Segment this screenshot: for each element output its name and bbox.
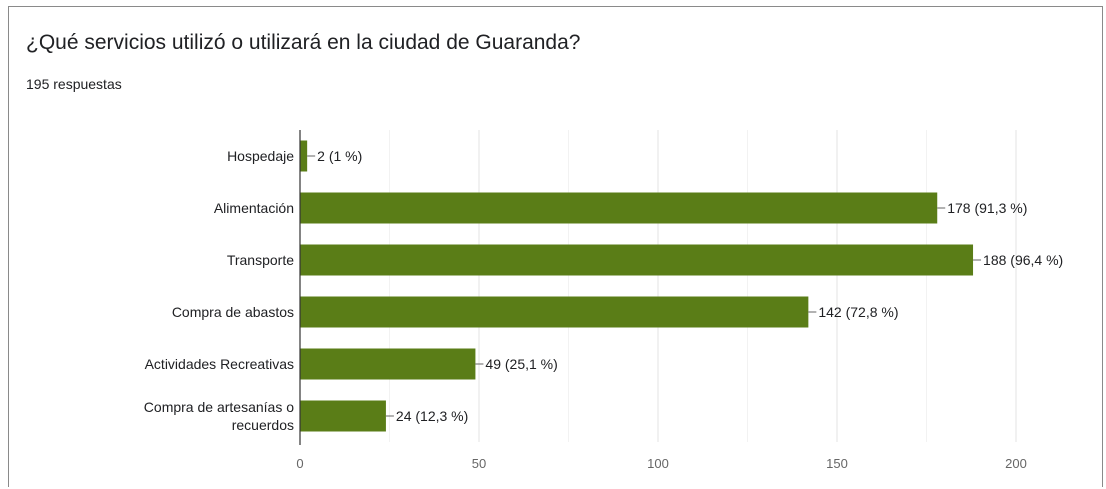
x-tick-label: 0 <box>296 456 303 471</box>
bar <box>300 140 308 172</box>
category-label: Alimentación <box>214 200 294 216</box>
category-label: recuerdos <box>232 417 294 433</box>
category-label: Transporte <box>227 252 294 268</box>
x-tick-label: 200 <box>1005 456 1027 471</box>
bar <box>300 400 386 432</box>
bar <box>300 192 938 224</box>
x-tick-label: 100 <box>647 456 669 471</box>
question-title: ¿Qué servicios utilizó o utilizará en la… <box>26 31 581 54</box>
data-label: 188 (96,4 %) <box>983 252 1063 268</box>
bars <box>300 140 974 432</box>
category-label: Hospedaje <box>227 148 294 164</box>
data-label: 24 (12,3 %) <box>396 408 468 424</box>
bar <box>300 244 974 276</box>
x-tick-label: 50 <box>472 456 486 471</box>
bar <box>300 348 476 380</box>
category-label: Compra de artesanías o <box>144 399 294 415</box>
labels: 0 50 100 150 200 Hospedaje 2 (1 %) Alimentación… <box>144 130 1063 471</box>
x-tick-label: 150 <box>826 456 848 471</box>
data-label: 49 (25,1 %) <box>485 356 557 372</box>
bar <box>300 296 809 328</box>
data-label: 178 (91,3 %) <box>947 200 1027 216</box>
gridlines <box>389 130 1017 442</box>
data-label: 142 (72,8 %) <box>818 304 898 320</box>
response-count: 195 respuestas <box>26 76 122 92</box>
data-label: 2 (1 %) <box>317 148 362 164</box>
category-label: Actividades Recreativas <box>145 356 294 372</box>
category-label: Compra de abastos <box>172 304 294 320</box>
